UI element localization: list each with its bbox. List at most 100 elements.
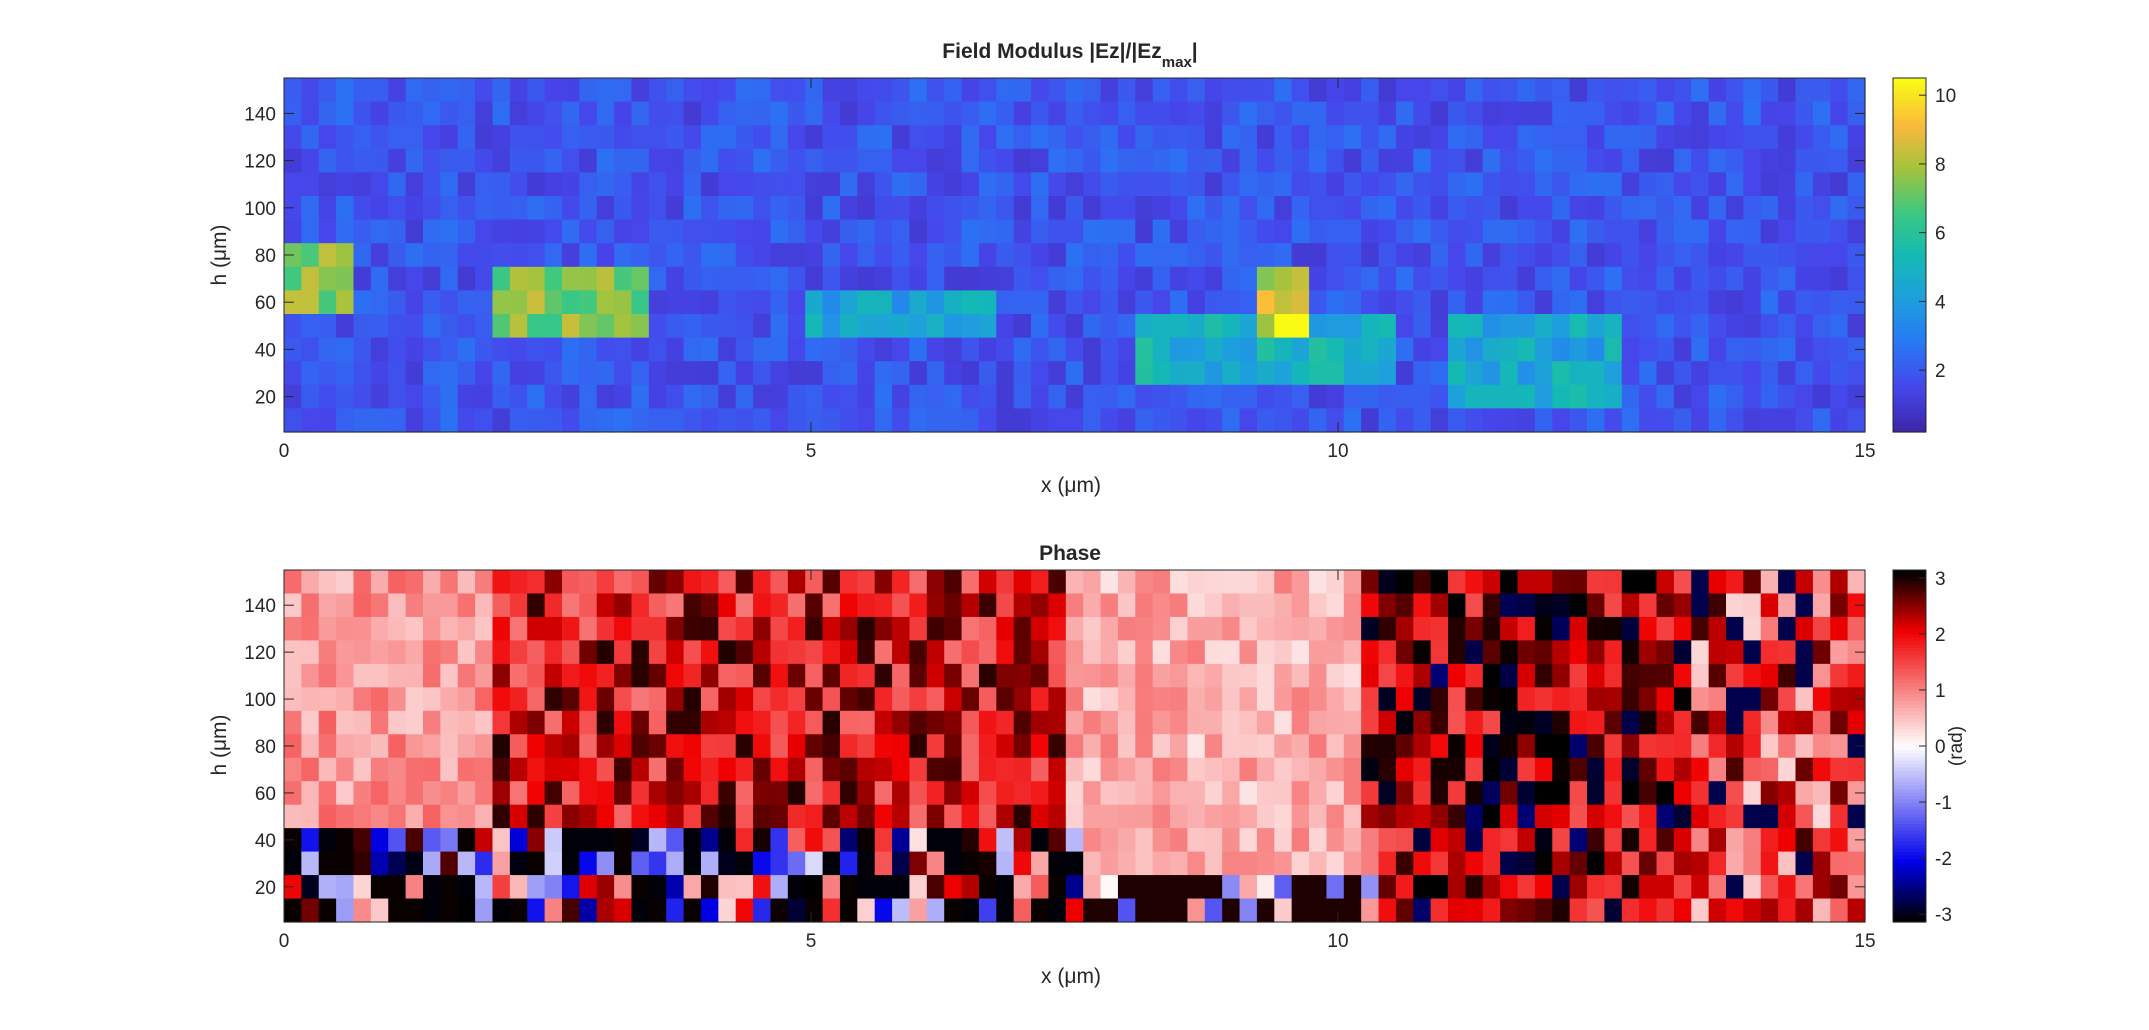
heatmap-cell <box>1430 710 1449 735</box>
heatmap-cell <box>1291 408 1310 433</box>
heatmap-cell <box>1117 78 1136 103</box>
heatmap-cell <box>1395 290 1414 315</box>
heatmap-cell <box>1395 125 1414 150</box>
heatmap-cell <box>996 570 1015 595</box>
heatmap-cell <box>1465 243 1484 268</box>
colorbar-segment <box>1893 658 1926 663</box>
colorbar-segment <box>1893 393 1926 398</box>
heatmap-cell <box>1430 640 1449 665</box>
heatmap-cell <box>1013 593 1032 618</box>
heatmap-cell <box>909 290 928 315</box>
heatmap-cell <box>1830 290 1849 315</box>
heatmap-cell <box>839 148 858 173</box>
heatmap-cell <box>1291 266 1310 291</box>
heatmap-cell <box>735 781 754 806</box>
heatmap-cell <box>1639 781 1658 806</box>
heatmap-cell <box>857 593 876 618</box>
heatmap-cell <box>926 781 945 806</box>
heatmap-cell <box>857 196 876 221</box>
heatmap-cell <box>1795 687 1814 712</box>
heatmap-cell <box>614 148 633 173</box>
heatmap-cell <box>1448 828 1466 853</box>
heatmap-cell <box>735 734 754 759</box>
heatmap-cell <box>1187 851 1206 876</box>
heatmap-cell <box>735 266 754 291</box>
colorbar-segment <box>1893 424 1926 430</box>
heatmap-cell <box>1413 663 1432 688</box>
heatmap-cell <box>475 687 494 712</box>
y-tick-label: 40 <box>255 831 276 852</box>
heatmap-cell <box>874 172 893 197</box>
heatmap-cell <box>1760 828 1779 853</box>
heatmap-cell <box>735 314 754 339</box>
heatmap-cell <box>874 314 893 339</box>
heatmap-cell <box>1552 640 1571 665</box>
heatmap-cell <box>457 828 476 853</box>
heatmap-cell <box>596 616 615 641</box>
heatmap-cell <box>1239 687 1258 712</box>
heatmap-cell <box>440 172 459 197</box>
heatmap-cell <box>1361 663 1380 688</box>
heatmap-cell <box>544 616 563 641</box>
heatmap-cell <box>1413 243 1432 268</box>
heatmap-cell <box>1500 384 1519 409</box>
heatmap-cell <box>1465 828 1484 853</box>
heatmap-cell <box>1222 828 1241 853</box>
heatmap-cell <box>926 804 945 829</box>
heatmap-cell <box>805 196 824 221</box>
heatmap-cell <box>1534 593 1553 618</box>
heatmap-cell <box>544 851 563 876</box>
heatmap-cell <box>1031 616 1050 641</box>
heatmap-cell <box>1691 804 1710 829</box>
heatmap-cell <box>440 804 459 829</box>
heatmap-cell <box>527 640 546 665</box>
heatmap-cell <box>527 875 546 900</box>
heatmap-cell <box>1569 710 1588 735</box>
heatmap-cell <box>770 687 789 712</box>
heatmap-cell <box>735 78 754 103</box>
heatmap-cell <box>787 851 806 876</box>
heatmap-cell <box>857 851 876 876</box>
heatmap-cell <box>1743 361 1762 386</box>
heatmap-cell <box>1239 875 1258 900</box>
heatmap-cell <box>1170 337 1189 362</box>
heatmap-cell <box>475 314 494 339</box>
heatmap-cell <box>770 196 789 221</box>
heatmap-cell <box>718 361 737 386</box>
heatmap-cell <box>1274 663 1293 688</box>
heatmap-cell <box>457 663 476 688</box>
heatmap-cell <box>318 757 337 782</box>
heatmap-cell <box>1395 172 1414 197</box>
heatmap-cell <box>440 663 459 688</box>
heatmap-cell <box>1361 78 1380 103</box>
heatmap-cell <box>805 804 824 829</box>
heatmap-cell <box>284 78 302 103</box>
heatmap-cell <box>1395 875 1414 900</box>
heatmap-cell <box>666 898 685 923</box>
heatmap-cell <box>370 266 389 291</box>
heatmap-cell <box>1500 172 1519 197</box>
heatmap-cell <box>892 266 911 291</box>
heatmap-cell <box>1639 663 1658 688</box>
heatmap-cell <box>700 875 719 900</box>
heatmap-cell <box>770 781 789 806</box>
heatmap-cell <box>527 570 546 595</box>
colorbar-segment <box>1893 876 1926 881</box>
heatmap-cell <box>1343 290 1362 315</box>
heatmap-cell <box>996 290 1015 315</box>
heatmap-cell <box>909 687 928 712</box>
heatmap-cell <box>1795 266 1814 291</box>
heatmap-cell <box>1639 78 1658 103</box>
heatmap-cell <box>1187 616 1206 641</box>
colorbar-segment <box>1893 767 1926 772</box>
heatmap-cell <box>1691 148 1710 173</box>
colorbar-segment <box>1893 584 1926 589</box>
heatmap-cell <box>1708 616 1727 641</box>
heatmap-cell <box>1812 875 1831 900</box>
heatmap-cell <box>1170 710 1189 735</box>
heatmap-cell <box>648 804 667 829</box>
heatmap-cell <box>892 148 911 173</box>
heatmap-cell <box>1673 196 1692 221</box>
heatmap-cell <box>1639 196 1658 221</box>
heatmap-cell <box>1031 148 1050 173</box>
